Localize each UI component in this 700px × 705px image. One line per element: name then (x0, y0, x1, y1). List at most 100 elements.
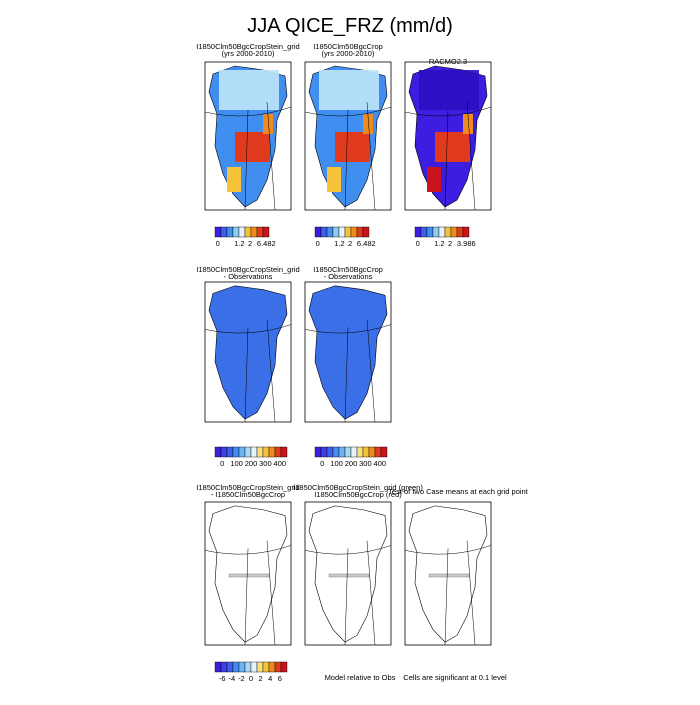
colorbar-box (280, 446, 288, 458)
colorbar-box (332, 226, 340, 238)
meridian (366, 101, 376, 211)
colorbar-box (238, 446, 246, 458)
parallel (304, 324, 392, 334)
colorbar-label: -2 (238, 674, 245, 683)
colorbar-box (214, 446, 222, 458)
colorbar-box (356, 226, 364, 238)
panel-title: I1850Clm50BgcCropStein_grid (green) (293, 483, 423, 492)
map-panel (404, 61, 492, 211)
panel-title: - I1850Clm50BgcCrop (211, 490, 285, 499)
map-band (428, 573, 470, 578)
colorbar-box (256, 226, 264, 238)
greenland (308, 285, 388, 420)
colorbar-box (314, 226, 322, 238)
panel-title: I1850Clm50BgcCropStein_grid (196, 42, 299, 51)
colorbar-label: 100 (330, 459, 343, 468)
colorbar-label: 2 (259, 674, 263, 683)
map-field (335, 132, 370, 162)
colorbar-box (350, 226, 358, 238)
colorbar-box (226, 446, 234, 458)
colorbar-label: -4 (228, 674, 235, 683)
colorbar-label: 200 (345, 459, 358, 468)
meridian (266, 540, 276, 646)
colorbar-box (262, 446, 270, 458)
map-panel (204, 281, 292, 423)
colorbar-box (238, 226, 246, 238)
colorbar-label: 300 (359, 459, 372, 468)
map-field (227, 167, 241, 192)
colorbar-label: 2 (248, 239, 252, 248)
map-field (219, 70, 279, 110)
colorbar-box (262, 661, 270, 673)
map-panel (404, 501, 492, 646)
meridian (266, 101, 276, 211)
colorbar-box (274, 446, 282, 458)
meridian (366, 319, 376, 423)
colorbar-label: 2 (448, 239, 452, 248)
colorbar-box (456, 226, 464, 238)
map-panel (204, 501, 292, 646)
colorbar-box (426, 226, 434, 238)
meridian (366, 540, 376, 646)
meridian (444, 109, 449, 211)
colorbar-box (232, 661, 240, 673)
figure-title: JJA QICE_FRZ (mm/d) (247, 15, 453, 37)
colorbar-box (220, 446, 228, 458)
colorbar-box (250, 661, 258, 673)
meridian (344, 548, 349, 646)
colorbar-box (256, 661, 264, 673)
colorbar-box (268, 661, 276, 673)
colorbar-box (338, 446, 346, 458)
note: Cells are significant at 0.1 level (403, 673, 507, 682)
colorbar-box (462, 226, 470, 238)
colorbar-label: 4 (268, 674, 272, 683)
colorbar-label: 1.2 (434, 239, 444, 248)
colorbar-box (320, 446, 328, 458)
panel-title: I1850Clm50BgcCrop (313, 42, 383, 51)
colorbar-box (226, 661, 234, 673)
meridian (466, 540, 476, 646)
colorbar-label: 1.2 (334, 239, 344, 248)
map-band (228, 573, 270, 578)
meridian (266, 319, 276, 423)
colorbar-box (362, 446, 370, 458)
colorbar-box (274, 661, 282, 673)
colorbar-box (350, 446, 358, 458)
panel-title: I1850Clm50BgcCropStein_grid (196, 265, 299, 274)
colorbar-label: 0 (320, 459, 324, 468)
colorbar-box (338, 226, 346, 238)
panel-title: (yrs 2000-2010) (222, 49, 275, 58)
colorbar-label: 300 (259, 459, 272, 468)
map-field (327, 167, 341, 192)
panel-title: (yrs 2000-2010) (322, 49, 375, 58)
panel-title: I1850Clm50BgcCrop (red) (314, 490, 402, 499)
colorbar-label: 100 (230, 459, 243, 468)
parallel (304, 545, 392, 555)
colorbar-box (250, 226, 258, 238)
map-panel (304, 501, 392, 646)
map-panel (204, 61, 292, 211)
colorbar-box (280, 661, 288, 673)
colorbar-box (332, 446, 340, 458)
meridian (244, 548, 249, 646)
meridian (244, 109, 249, 211)
colorbar-box (444, 226, 452, 238)
map-band (328, 573, 370, 578)
map-field (363, 114, 373, 134)
map-field (427, 167, 441, 192)
colorbar-box (244, 661, 252, 673)
colorbar-box (232, 446, 240, 458)
map-field (319, 70, 379, 110)
panel-title: I1850Clm50BgcCrop (313, 265, 383, 274)
note: Model relative to Obs (325, 673, 396, 682)
meridian (444, 548, 449, 646)
parallel (304, 106, 392, 117)
colorbar-label: 6 (278, 674, 282, 683)
colorbar-box (368, 446, 376, 458)
greenland (208, 285, 288, 420)
map-panel (304, 61, 392, 211)
colorbar-label: 2 (348, 239, 352, 248)
map-field (235, 132, 270, 162)
panel-title: I1850Clm50BgcCropStein_grid (196, 483, 299, 492)
map-field (435, 132, 470, 162)
